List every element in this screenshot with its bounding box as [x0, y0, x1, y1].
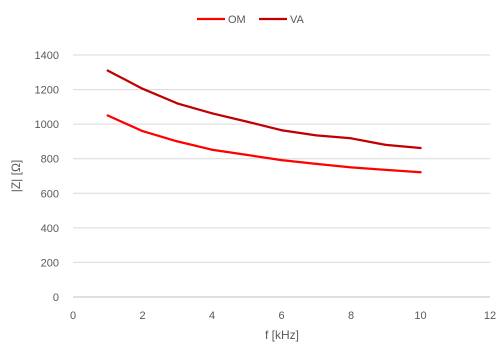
data-point-va — [141, 87, 144, 90]
y-axis: 0 200 400 600 800 1000 1200 1400 — [35, 50, 59, 304]
y-tick-label: 1000 — [35, 119, 59, 131]
data-point-om — [141, 129, 144, 133]
data-point-om — [106, 114, 109, 117]
series-line-om — [106, 114, 422, 174]
data-point-va — [106, 69, 109, 72]
data-point-va — [280, 129, 283, 132]
legend: OM VA — [197, 14, 305, 26]
data-point-va — [210, 112, 214, 115]
x-tick-label: 4 — [209, 310, 215, 322]
data-point-va — [419, 146, 422, 150]
data-point-om — [280, 158, 283, 162]
legend-label-om: OM — [228, 14, 246, 26]
x-tick-label: 2 — [139, 310, 145, 322]
data-point-om — [384, 168, 387, 172]
y-tick-label: 0 — [53, 292, 59, 304]
y-tick-label: 1200 — [35, 85, 59, 97]
data-point-om — [210, 148, 214, 151]
x-tick-label: 6 — [278, 310, 284, 322]
x-tick-label: 0 — [70, 310, 76, 322]
data-point-va — [384, 143, 387, 146]
series-line-va — [106, 69, 422, 150]
y-tick-label: 800 — [41, 154, 59, 166]
y-tick-label: 600 — [41, 188, 59, 200]
x-axis: 0 2 4 6 8 10 12 — [70, 310, 496, 322]
data-point-va — [245, 120, 248, 123]
x-axis-title: f [kHz] — [265, 328, 299, 342]
data-point-om — [315, 162, 318, 165]
data-point-va — [315, 134, 318, 137]
y-tick-label: 200 — [41, 257, 59, 269]
y-tick-label: 1400 — [35, 50, 59, 62]
legend-label-va: VA — [290, 14, 305, 26]
data-point-om — [176, 140, 179, 143]
x-tick-label: 10 — [414, 310, 426, 322]
gridlines — [73, 54, 490, 298]
data-point-va — [349, 137, 353, 140]
x-tick-label: 12 — [484, 310, 496, 322]
data-point-om — [245, 153, 248, 157]
x-tick-label: 8 — [348, 310, 354, 322]
series-group — [106, 69, 422, 174]
y-axis-title: |Z| [Ω] — [9, 160, 23, 193]
data-point-om — [349, 166, 353, 169]
data-point-om — [419, 171, 422, 174]
data-point-va — [176, 102, 179, 105]
y-tick-label: 400 — [41, 223, 59, 235]
